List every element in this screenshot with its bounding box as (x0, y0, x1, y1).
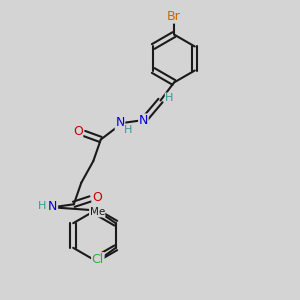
Text: Me: Me (90, 207, 105, 217)
Text: H: H (38, 201, 46, 211)
Text: Br: Br (167, 10, 181, 23)
Text: N: N (115, 116, 125, 130)
Text: H: H (124, 124, 133, 135)
Text: N: N (48, 200, 58, 213)
Text: H: H (165, 93, 174, 103)
Text: N: N (139, 114, 148, 127)
Text: O: O (73, 124, 82, 138)
Text: Cl: Cl (92, 253, 104, 266)
Text: O: O (92, 191, 102, 204)
